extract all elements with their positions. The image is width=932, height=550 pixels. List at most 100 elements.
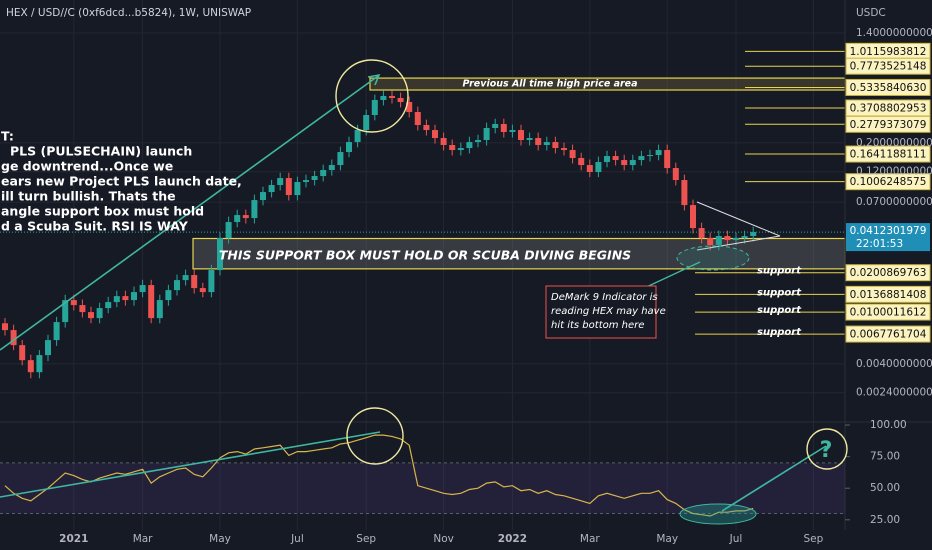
axis-unit: USDC <box>856 7 886 19</box>
left-note-line: T: <box>1 129 14 144</box>
candle-body <box>10 330 17 346</box>
left-note-line: ears new Project PLS launch date, <box>1 174 242 189</box>
candle-body <box>526 138 533 141</box>
candle-body <box>397 98 404 103</box>
y-tick-label: 0.0700000000 <box>856 196 932 208</box>
trend-line <box>0 75 379 351</box>
rsi-trend-line <box>0 431 381 498</box>
candle-body <box>483 128 490 141</box>
candle-body <box>260 192 266 201</box>
candle-body <box>294 182 301 196</box>
candle-body <box>36 355 43 373</box>
levels: 1.0115983812 0.7773525148 0.5335840630 0.37… <box>0 42 931 343</box>
candle-body <box>191 275 198 289</box>
candle-body <box>638 156 645 161</box>
candle-body <box>19 345 26 361</box>
candle-body <box>492 124 499 129</box>
rsi-tick-label: 50.00 <box>870 482 900 494</box>
highlight-circle <box>335 59 409 133</box>
candle-body <box>328 165 335 171</box>
level-label: 0.5335840630 <box>850 82 927 94</box>
candle-body <box>225 222 232 239</box>
level-label: 0.0136881408 <box>850 289 927 301</box>
candle-body <box>122 296 129 301</box>
level-label: 0.2779373079 <box>850 119 927 131</box>
candle-body <box>79 305 86 313</box>
level-label: 0.1006248575 <box>850 176 927 188</box>
candle-body <box>707 238 714 246</box>
demark-box <box>545 285 657 339</box>
level-label: 0.0067761704 <box>850 329 927 341</box>
candle-body <box>414 112 421 126</box>
candle-body <box>690 205 696 229</box>
candle-body <box>681 180 688 206</box>
candle-body <box>724 236 731 241</box>
level-tag <box>845 285 931 303</box>
level-label: 0.3708802953 <box>850 103 927 115</box>
candle-body <box>53 322 60 341</box>
candle-body <box>389 96 395 99</box>
candle-body <box>664 150 671 169</box>
candle-body <box>500 124 507 133</box>
level-label: 1.0115983812 <box>850 46 927 58</box>
candle-body <box>371 100 378 116</box>
candle-body <box>96 308 103 319</box>
level-label: 0.0100011612 <box>850 307 927 319</box>
candle-body <box>182 275 189 281</box>
candle-body <box>45 340 51 356</box>
chart-title: HEX / USD//C (0xf6dcd...b5824), 1W, UNIS… <box>6 7 251 19</box>
candle-body <box>432 130 438 139</box>
candle-body <box>268 185 275 193</box>
candle-body <box>346 142 352 153</box>
level-tag <box>845 78 931 96</box>
candle-body <box>440 138 447 146</box>
x-tick-label: 2021 <box>59 533 88 545</box>
zone-label: THIS SUPPORT BOX MUST HOLD OR SCUBA DIVI… <box>219 248 631 263</box>
x-tick-label: Mar <box>133 533 153 545</box>
candle-body <box>543 142 550 146</box>
rsi-line <box>4 434 754 517</box>
candle-body <box>475 140 481 143</box>
candle-body <box>535 138 542 146</box>
rsi-circle <box>346 407 404 465</box>
x-tick-label: 2022 <box>498 533 527 545</box>
bottom-ellipse <box>676 245 750 271</box>
candle-body <box>70 300 77 306</box>
pennant-line <box>696 201 781 237</box>
x-tick-label: Nov <box>433 533 454 545</box>
candle-body <box>62 300 69 323</box>
level-tag <box>845 115 931 133</box>
level-tag <box>845 325 931 343</box>
candle-body <box>741 236 748 239</box>
level-tag <box>845 57 931 75</box>
candle-body <box>303 180 309 183</box>
rsi-bottom-ellipse <box>679 503 757 525</box>
candle-body <box>199 288 206 293</box>
candle-body <box>586 165 593 173</box>
candle-body <box>569 150 576 159</box>
countdown: 22:01:53 <box>856 238 903 250</box>
level-tag <box>845 303 931 321</box>
candle-body <box>285 178 292 196</box>
level-note: support <box>757 327 802 338</box>
arrow-head <box>367 73 381 86</box>
candle-body <box>354 130 361 143</box>
rsi-tick-label: 25.00 <box>870 514 900 526</box>
left-note-line: ill turn bullish. Thats the <box>1 189 176 204</box>
left-note-line: d a Scuba Suit. RSI IS WAY <box>1 219 189 234</box>
candle-body <box>647 155 653 157</box>
candle-body <box>561 148 567 151</box>
candle-body <box>242 215 249 219</box>
candle-body <box>750 232 757 237</box>
candle-body <box>251 200 258 219</box>
candles <box>2 90 757 379</box>
x-tick-label: May <box>209 533 231 545</box>
left-note-line: PLS (PULSECHAIN) launch <box>10 144 192 159</box>
x-tick-label: Sep <box>804 533 824 545</box>
drawings <box>0 59 848 525</box>
candle-body <box>148 285 155 319</box>
x-tick-label: May <box>656 533 678 545</box>
left-note-line: ge downtrend...Once we <box>1 159 173 174</box>
x-tick-label: Sep <box>356 533 376 545</box>
candle-body <box>552 142 559 149</box>
